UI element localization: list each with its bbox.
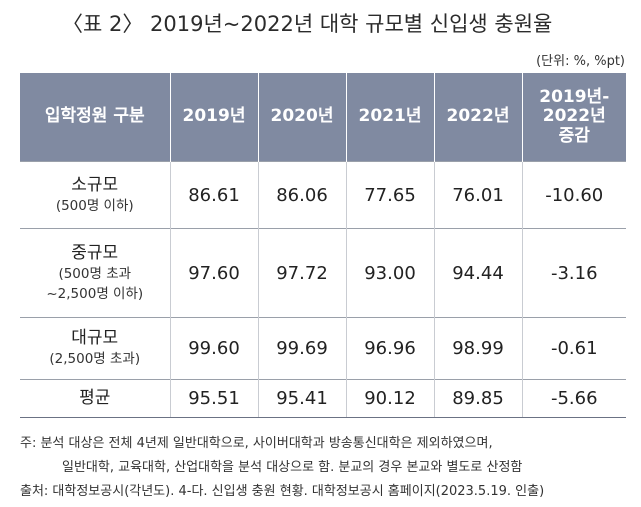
cell-2021: 77.65 (345, 161, 434, 229)
footnote-line-1: 주: 분석 대상은 전체 4년제 일반대학으로, 사이버대학과 방송통신대학은 … (20, 436, 493, 451)
header-category: 입학정원 구분 (20, 73, 170, 162)
category-range: (2,500명 초과) (49, 351, 141, 368)
table-row: 평균 95.51 95.41 90.12 89.85 -5.66 (20, 379, 626, 418)
header-2021: 2021년 (345, 73, 434, 162)
cell-change: -0.61 (521, 317, 626, 380)
source-line: 출처: 대학정보공시(각년도). 4-다. 신입생 충원 현황. 대학정보공시 … (20, 484, 545, 499)
table-row: 대규모 (2,500명 초과) 99.60 99.69 96.96 98.99 … (20, 317, 626, 380)
cell-2021: 90.12 (345, 379, 434, 418)
cell-2019: 99.60 (169, 317, 258, 380)
category-range: (500명 이하) (55, 197, 134, 214)
cell-change: -3.16 (521, 228, 626, 318)
category-name: 중규모 (71, 242, 119, 263)
cell-change: -10.60 (521, 161, 626, 229)
row-category: 소규모 (500명 이하) (20, 161, 170, 229)
admission-rate-table: 입학정원 구분 2019년 2020년 2021년 2022년 2019년- 2… (20, 73, 626, 418)
row-category: 중규모 (500명 초과 ~2,500명 이하) (20, 228, 170, 318)
header-2019: 2019년 (169, 73, 258, 162)
cell-2020: 86.06 (257, 161, 346, 229)
header-2022: 2022년 (433, 73, 522, 162)
header-row: 입학정원 구분 2019년 2020년 2021년 2022년 2019년- 2… (20, 73, 626, 162)
row-category: 평균 (20, 379, 170, 418)
cell-change: -5.66 (521, 379, 626, 418)
cell-2021: 96.96 (345, 317, 434, 380)
category-range: (500명 초과 ~2,500명 이하) (46, 265, 144, 303)
table-row: 소규모 (500명 이하) 86.61 86.06 77.65 76.01 -1… (20, 161, 626, 229)
cell-2022: 89.85 (433, 379, 522, 418)
cell-2019: 86.61 (169, 161, 258, 229)
category-name: 소규모 (71, 174, 119, 195)
cell-2019: 95.51 (169, 379, 258, 418)
category-name: 대규모 (71, 328, 119, 349)
category-name: 평균 (79, 388, 111, 409)
header-change: 2019년- 2022년 증감 (521, 73, 626, 162)
cell-2022: 98.99 (433, 317, 522, 380)
cell-2020: 95.41 (257, 379, 346, 418)
cell-2019: 97.60 (169, 228, 258, 318)
cell-2020: 99.69 (257, 317, 346, 380)
cell-2022: 94.44 (433, 228, 522, 318)
table-row: 중규모 (500명 초과 ~2,500명 이하) 97.60 97.72 93.… (20, 228, 626, 318)
table-title: 〈표 2〉 2019년~2022년 대학 규모별 신입생 충원율 (62, 12, 553, 36)
header-2020: 2020년 (257, 73, 346, 162)
cell-2022: 76.01 (433, 161, 522, 229)
unit-label: (단위: %, %pt) (536, 54, 625, 69)
cell-2021: 93.00 (345, 228, 434, 318)
row-category: 대규모 (2,500명 초과) (20, 317, 170, 380)
cell-2020: 97.72 (257, 228, 346, 318)
footnote-line-2: 일반대학, 교육대학, 산업대학을 분석 대상으로 함. 분교의 경우 본교와 … (62, 460, 523, 475)
